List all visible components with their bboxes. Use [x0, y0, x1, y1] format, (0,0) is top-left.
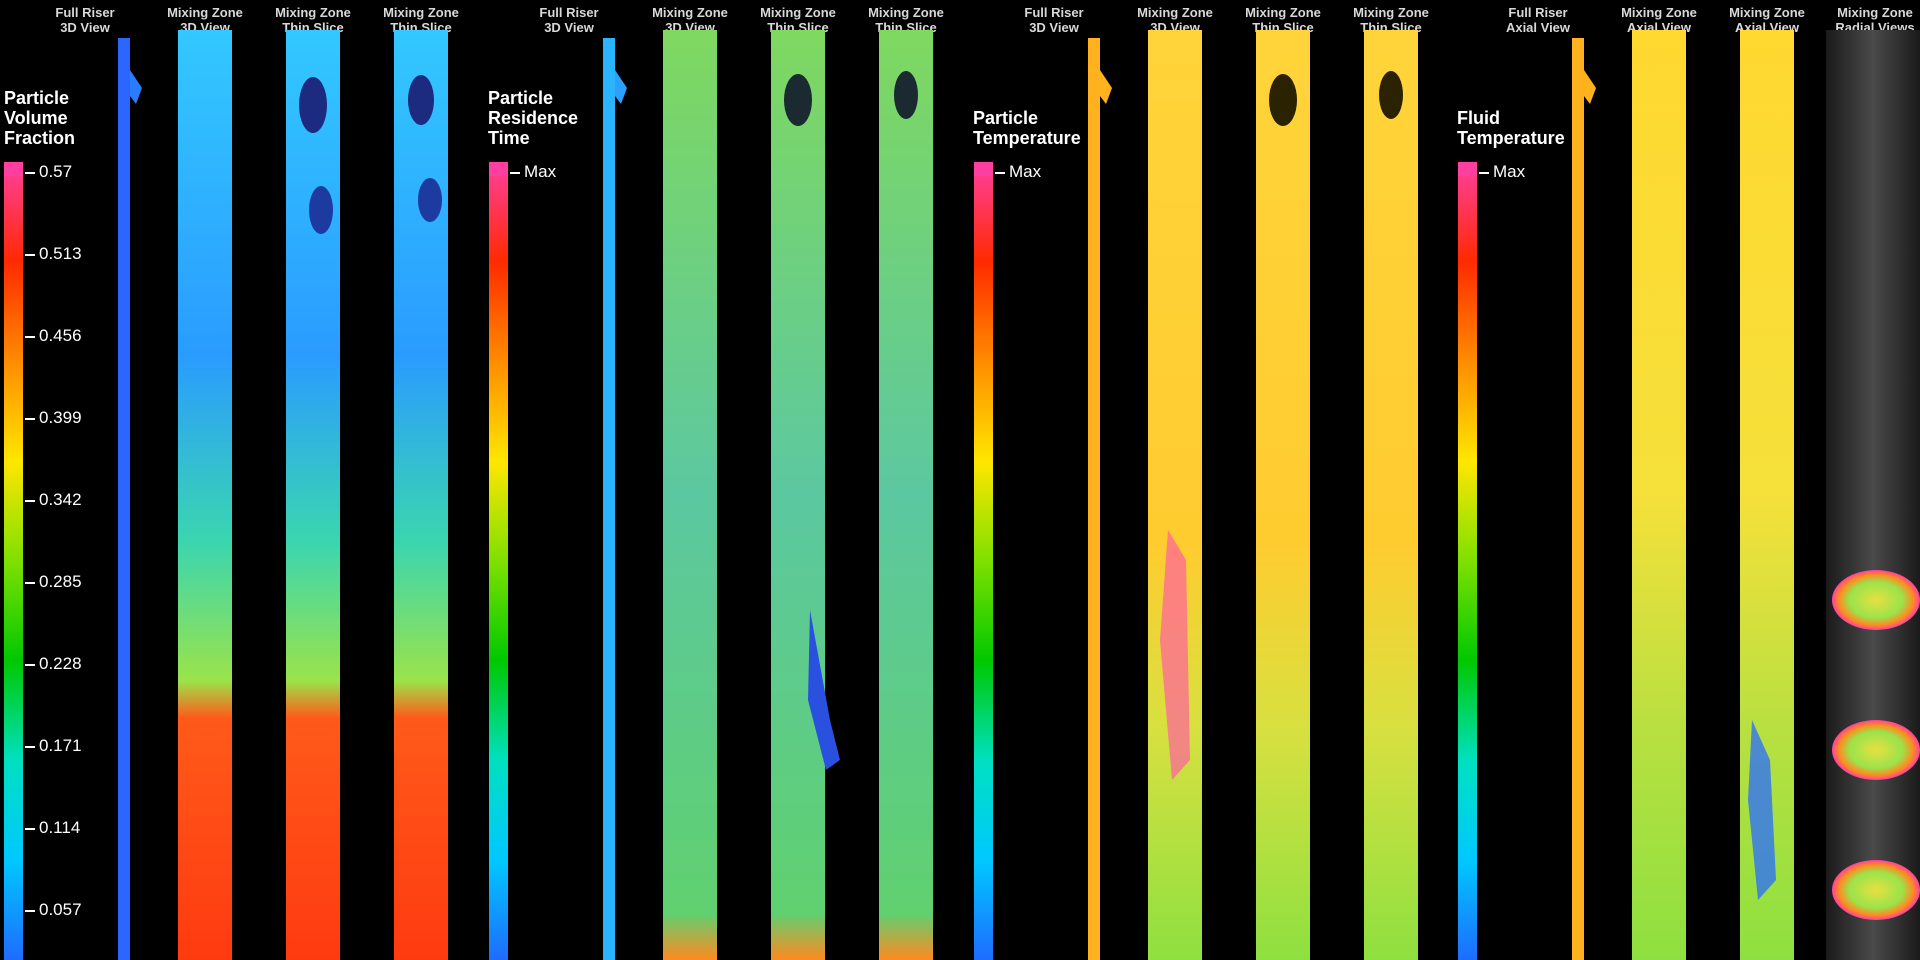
riser-inlet: [615, 70, 627, 104]
void-region: [894, 71, 918, 119]
panel-fluid-temperature-columns: [1572, 30, 1920, 960]
tick-label: 0.228: [25, 655, 82, 673]
void-region: [1269, 74, 1297, 126]
header-full-riser-axial-view: Full Riser Axial View: [1490, 5, 1586, 35]
tick-label-max: Max: [1479, 163, 1525, 181]
panel-volume-fraction-columns: [118, 30, 448, 960]
riser-inlet: [1584, 70, 1596, 104]
legend-title-fluid-temperature: Fluid Temperature: [1457, 108, 1565, 148]
header-full-riser-3d-view: Full Riser 3D View: [37, 5, 133, 35]
legend-title-particle-volume-fraction: Particle Volume Fraction: [4, 88, 75, 148]
thin-slice-north-column: [879, 30, 933, 960]
tick-label: 0.342: [25, 491, 82, 509]
thin-slice-west-column: [771, 30, 825, 960]
radial-slice-upper: [1832, 570, 1920, 630]
header-line: Mixing Zone: [167, 5, 243, 20]
header-line: Mixing Zone: [1621, 5, 1697, 20]
tick-label-max: Max: [510, 163, 556, 181]
colorbar-particle-volume-fraction: [4, 162, 23, 960]
header-line: Mixing Zone: [1137, 5, 1213, 20]
legend-title-line: Residence: [488, 108, 579, 128]
legend-title-line: Particle: [488, 88, 554, 108]
tick-label: 0.399: [25, 409, 82, 427]
thin-slice-north-column: [1364, 30, 1418, 960]
header-line: Axial View: [1505, 20, 1571, 35]
void-region: [784, 74, 812, 126]
header-line: Mixing Zone: [868, 5, 944, 20]
header-line: Full Riser: [55, 5, 115, 20]
colorbar-particle-temperature: [974, 162, 993, 960]
legend-title-line: Fraction: [4, 128, 76, 148]
colorbar-particle-residence-time: [489, 162, 508, 960]
legend-title-line: Fluid: [1457, 108, 1500, 128]
axial-view-west-column: [1632, 30, 1686, 960]
legend-title-line: Time: [488, 128, 530, 148]
mixing-zone-3d-column: [1148, 30, 1202, 960]
full-riser-column: [1572, 38, 1584, 960]
tick-label: 0.456: [25, 327, 82, 345]
tick-label: 0.285: [25, 573, 82, 591]
header-line: Mixing Zone: [383, 5, 459, 20]
header-line: Full Riser: [1024, 5, 1084, 20]
riser-inlet: [1100, 70, 1112, 104]
tick-label-max: Max: [995, 163, 1041, 181]
radial-slice-lower: [1832, 860, 1920, 920]
header-line: Mixing Zone: [1729, 5, 1805, 20]
riser-inlet: [130, 70, 142, 104]
legend-title-particle-temperature: Particle Temperature: [973, 108, 1081, 148]
tick-label: 0.513: [25, 245, 82, 263]
panel-particle-temperature-columns: [1088, 30, 1418, 960]
colorbar-cap: [1458, 162, 1477, 176]
header-line: Mixing Zone: [652, 5, 728, 20]
tick-label: 0.171: [25, 737, 82, 755]
hot-streak: [1160, 530, 1190, 780]
mixing-zone-3d-column: [663, 30, 717, 960]
low-residence-streak: [808, 610, 840, 770]
radial-slice-middle: [1832, 720, 1920, 780]
header-full-riser-3d-view: Full Riser 3D View: [521, 5, 617, 35]
void-region: [309, 186, 333, 234]
tick-label: 0.114: [25, 819, 80, 837]
header-full-riser-3d-view: Full Riser 3D View: [1006, 5, 1102, 35]
tick-label: 0.57: [25, 163, 72, 181]
full-riser-column: [603, 38, 615, 960]
legend-title-line: Particle: [973, 108, 1039, 128]
header-line: Mixing Zone: [1245, 5, 1321, 20]
legend-title-line: Temperature: [973, 128, 1081, 148]
legend-title-particle-residence-time: Particle Residence Time: [488, 88, 578, 148]
panel-residence-time-columns: [603, 30, 933, 960]
cool-streak: [1748, 720, 1776, 900]
thin-slice-west-column: [1256, 30, 1310, 960]
colorbar-cap: [974, 162, 993, 176]
full-riser-column: [1088, 38, 1100, 960]
void-region: [1379, 71, 1403, 119]
void-region: [408, 75, 434, 125]
legend-title-line: Temperature: [1457, 128, 1565, 148]
header-line: Mixing Zone: [1353, 5, 1429, 20]
header-line: Mixing Zone: [275, 5, 351, 20]
void-region: [299, 77, 327, 133]
legend-title-line: Particle: [4, 88, 70, 108]
full-riser-column: [118, 38, 130, 960]
header-line: Full Riser: [1508, 5, 1568, 20]
radial-views-column: [1826, 30, 1920, 960]
mixing-zone-3d-column: [178, 30, 232, 960]
header-line: Mixing Zone: [760, 5, 836, 20]
thin-slice-west-column: [286, 30, 340, 960]
header-line: Full Riser: [539, 5, 599, 20]
colorbar-cap: [4, 162, 23, 176]
colorbar-fluid-temperature: [1458, 162, 1477, 960]
header-line: Mixing Zone: [1837, 5, 1913, 20]
header-line: 3D View: [1029, 20, 1079, 35]
thin-slice-north-column: [394, 30, 448, 960]
colorbar-cap: [489, 162, 508, 176]
void-region: [418, 178, 442, 222]
tick-label: 0.057: [25, 901, 82, 919]
header-line: 3D View: [544, 20, 594, 35]
legend-title-line: Volume: [4, 108, 68, 128]
header-line: 3D View: [60, 20, 110, 35]
